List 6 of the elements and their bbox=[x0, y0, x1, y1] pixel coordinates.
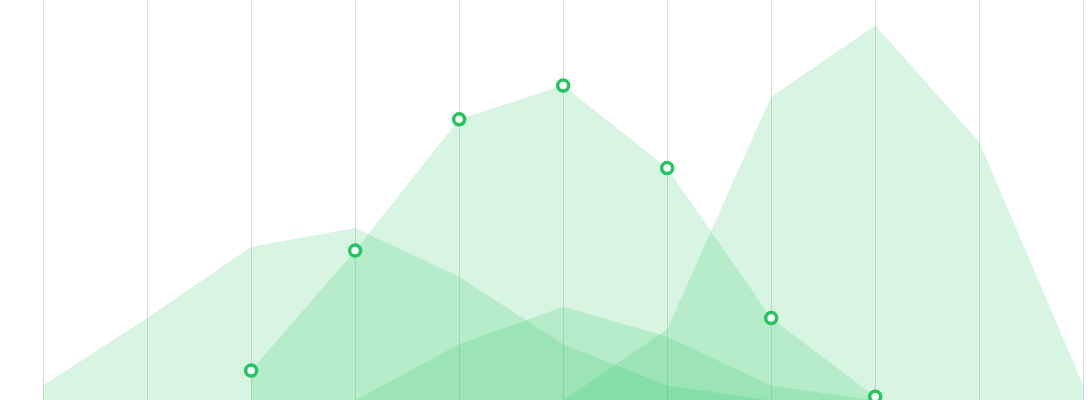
point bbox=[659, 160, 675, 176]
point bbox=[763, 310, 779, 326]
point bbox=[451, 112, 467, 127]
point bbox=[347, 243, 363, 258]
point bbox=[555, 78, 571, 93]
point bbox=[243, 363, 259, 378]
